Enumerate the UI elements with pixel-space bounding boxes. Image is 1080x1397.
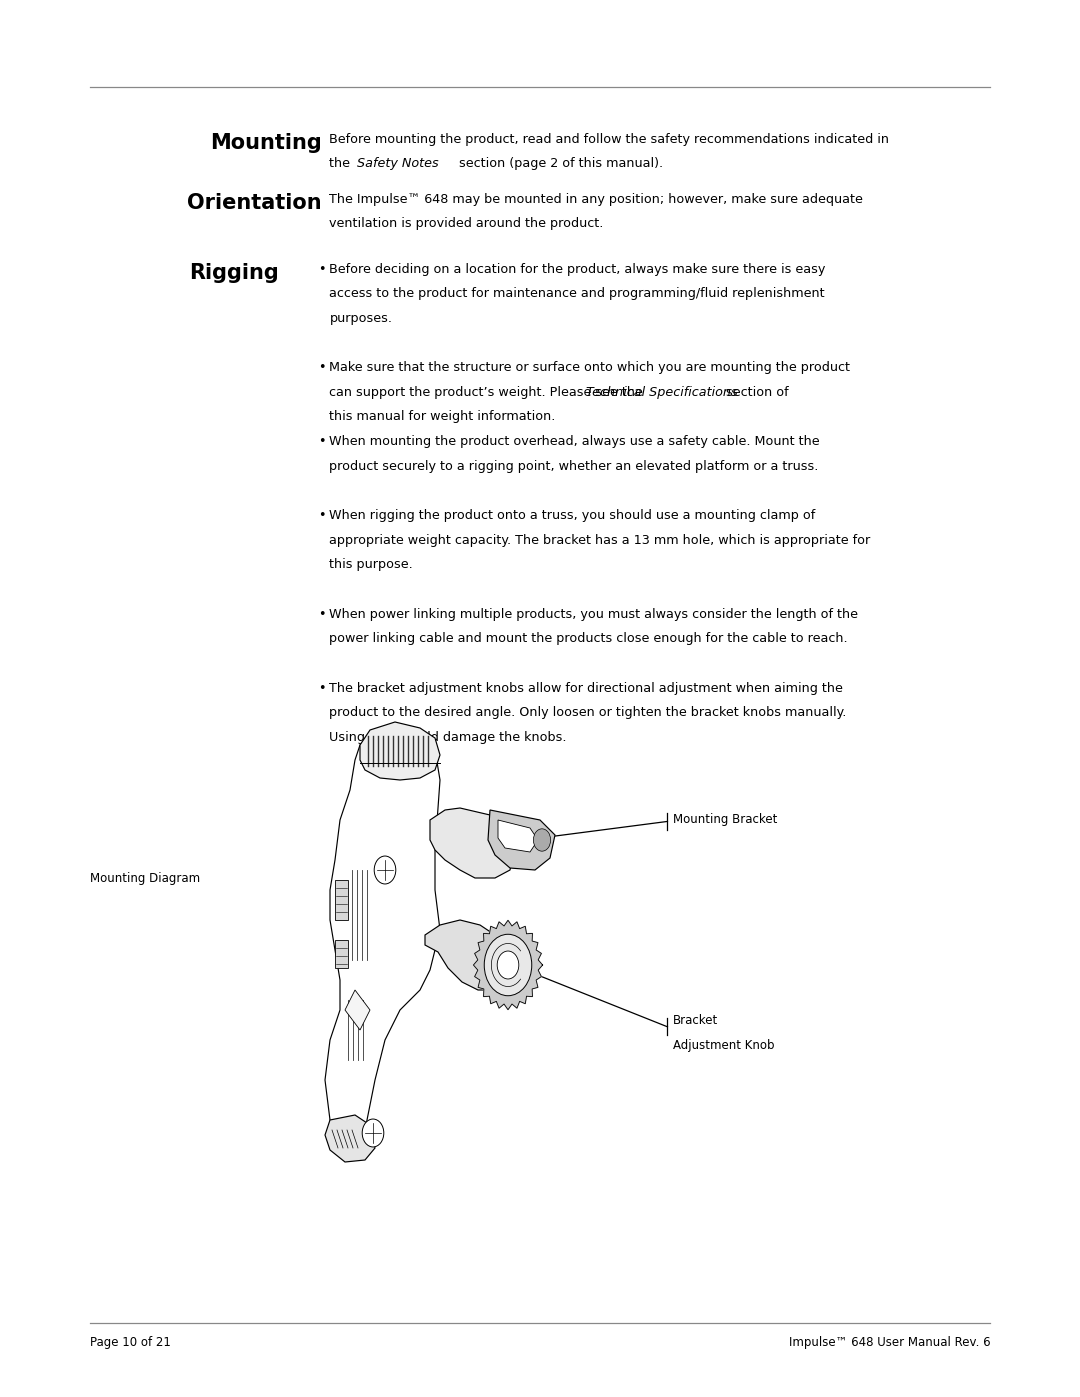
Polygon shape [426,921,515,990]
Polygon shape [360,722,440,780]
Text: section of: section of [723,386,788,398]
Text: •: • [319,682,326,694]
Polygon shape [335,880,348,921]
Text: Page 10 of 21: Page 10 of 21 [90,1336,171,1348]
Text: When mounting the product overhead, always use a safety cable. Mount the: When mounting the product overhead, alwa… [329,434,820,448]
Text: Make sure that the structure or surface onto which you are mounting the product: Make sure that the structure or surface … [329,360,850,374]
Text: •: • [319,263,326,275]
Text: •: • [319,608,326,620]
Text: Before mounting the product, read and follow the safety recommendations indicate: Before mounting the product, read and fo… [329,133,890,145]
Text: Mounting: Mounting [211,133,322,152]
Polygon shape [430,807,515,877]
Text: •: • [319,509,326,522]
Text: Rigging: Rigging [189,263,279,282]
Text: ventilation is provided around the product.: ventilation is provided around the produ… [329,218,604,231]
Text: Adjustment Knob: Adjustment Knob [673,1039,774,1052]
Text: access to the product for maintenance and programming/fluid replenishment: access to the product for maintenance an… [329,288,825,300]
Circle shape [374,856,395,884]
Text: this purpose.: this purpose. [329,557,414,571]
Text: can support the product’s weight. Please see the: can support the product’s weight. Please… [329,386,647,398]
Circle shape [497,951,518,979]
Circle shape [362,1119,383,1147]
Text: •: • [319,434,326,448]
Polygon shape [335,940,348,968]
Polygon shape [498,820,538,852]
Polygon shape [488,810,555,870]
Text: this manual for weight information.: this manual for weight information. [329,409,556,423]
Text: Impulse™ 648 User Manual Rev. 6: Impulse™ 648 User Manual Rev. 6 [788,1336,990,1348]
Text: The bracket adjustment knobs allow for directional adjustment when aiming the: The bracket adjustment knobs allow for d… [329,682,843,694]
Text: Bracket: Bracket [673,1014,718,1027]
Text: Technical Specifications: Technical Specifications [586,386,738,398]
Polygon shape [325,1115,375,1162]
Text: the: the [329,156,354,170]
Circle shape [484,935,531,996]
Text: •: • [319,360,326,374]
Text: The Impulse™ 648 may be mounted in any position; however, make sure adequate: The Impulse™ 648 may be mounted in any p… [329,193,863,205]
Text: Orientation: Orientation [187,193,322,212]
Text: Using tools could damage the knobs.: Using tools could damage the knobs. [329,731,567,743]
Circle shape [534,828,551,851]
Polygon shape [345,990,370,1030]
Text: power linking cable and mount the products close enough for the cable to reach.: power linking cable and mount the produc… [329,631,848,645]
Text: Safety Notes: Safety Notes [357,156,440,170]
Text: product securely to a rigging point, whether an elevated platform or a truss.: product securely to a rigging point, whe… [329,460,819,472]
Text: When rigging the product onto a truss, you should use a mounting clamp of: When rigging the product onto a truss, y… [329,509,815,522]
Text: When power linking multiple products, you must always consider the length of the: When power linking multiple products, yo… [329,608,859,620]
Text: purposes.: purposes. [329,312,392,324]
Text: Mounting Bracket: Mounting Bracket [673,813,778,826]
Text: product to the desired angle. Only loosen or tighten the bracket knobs manually.: product to the desired angle. Only loose… [329,707,847,719]
Text: Mounting Diagram: Mounting Diagram [90,872,200,884]
Text: appropriate weight capacity. The bracket has a 13 mm hole, which is appropriate : appropriate weight capacity. The bracket… [329,534,870,546]
Text: Before deciding on a location for the product, always make sure there is easy: Before deciding on a location for the pr… [329,263,826,275]
Polygon shape [325,731,440,1155]
Text: section (page 2 of this manual).: section (page 2 of this manual). [455,156,663,170]
Polygon shape [473,921,542,1010]
